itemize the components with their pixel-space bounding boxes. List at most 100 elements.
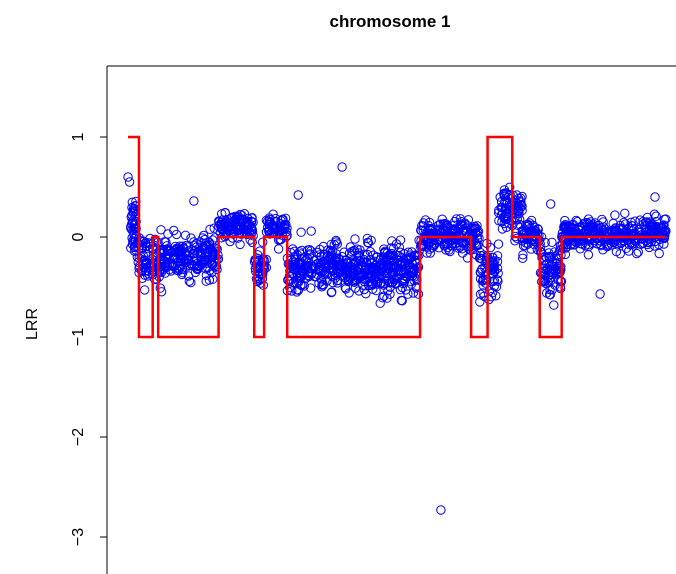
data-point bbox=[636, 233, 646, 244]
data-point bbox=[357, 271, 368, 281]
data-point bbox=[439, 241, 449, 251]
data-point bbox=[171, 243, 182, 254]
data-point bbox=[584, 241, 594, 252]
data-point bbox=[623, 229, 634, 240]
data-point bbox=[491, 291, 501, 301]
data-point bbox=[518, 250, 528, 260]
data-point bbox=[405, 250, 415, 260]
data-point bbox=[549, 247, 560, 257]
data-point bbox=[445, 246, 455, 257]
data-point bbox=[293, 190, 303, 200]
data-point bbox=[425, 248, 435, 258]
data-point bbox=[585, 217, 596, 227]
data-point bbox=[126, 223, 136, 233]
chart-title: chromosome 1 bbox=[330, 12, 451, 31]
data-point bbox=[624, 246, 634, 256]
data-point bbox=[175, 253, 186, 264]
data-point bbox=[123, 172, 133, 182]
data-point bbox=[258, 237, 268, 247]
data-point bbox=[504, 202, 515, 212]
data-point bbox=[386, 243, 396, 253]
data-point bbox=[290, 259, 300, 269]
data-point bbox=[642, 212, 653, 223]
data-point bbox=[368, 264, 378, 274]
data-point bbox=[470, 221, 480, 232]
data-point bbox=[235, 215, 245, 226]
data-point bbox=[289, 246, 300, 257]
y-tick-label: −2 bbox=[70, 428, 87, 446]
data-point bbox=[398, 276, 409, 286]
data-point bbox=[243, 219, 254, 229]
data-point bbox=[561, 222, 572, 233]
data-point bbox=[379, 280, 389, 290]
data-point bbox=[513, 193, 524, 204]
data-point bbox=[476, 251, 486, 261]
data-point bbox=[540, 237, 550, 248]
data-point bbox=[340, 282, 350, 293]
data-point bbox=[387, 277, 397, 288]
data-point bbox=[303, 245, 313, 255]
data-point bbox=[311, 255, 322, 265]
data-point bbox=[136, 252, 146, 262]
data-point bbox=[124, 177, 135, 187]
data-point bbox=[335, 267, 345, 277]
data-point bbox=[295, 249, 306, 259]
data-point bbox=[566, 222, 576, 232]
data-point bbox=[327, 272, 338, 282]
data-point bbox=[387, 236, 397, 246]
data-point bbox=[306, 226, 316, 236]
data-point bbox=[610, 229, 621, 239]
data-point bbox=[547, 237, 557, 248]
data-point bbox=[417, 221, 427, 231]
data-point bbox=[547, 285, 557, 295]
data-point bbox=[595, 289, 605, 299]
data-point bbox=[395, 285, 406, 295]
data-point bbox=[404, 264, 414, 274]
data-point bbox=[617, 223, 627, 234]
data-point bbox=[189, 240, 200, 250]
data-point bbox=[499, 185, 510, 195]
data-point bbox=[207, 267, 217, 278]
data-point bbox=[413, 262, 424, 272]
data-point bbox=[146, 263, 156, 273]
data-point bbox=[186, 258, 196, 269]
data-point bbox=[650, 192, 660, 202]
data-point bbox=[159, 256, 170, 266]
data-point bbox=[627, 221, 638, 231]
data-point bbox=[200, 234, 210, 245]
data-point bbox=[382, 275, 392, 285]
data-point bbox=[395, 247, 406, 258]
data-point bbox=[545, 265, 555, 275]
data-point bbox=[463, 215, 474, 225]
data-point bbox=[212, 264, 222, 275]
data-point bbox=[480, 270, 490, 280]
data-point bbox=[363, 238, 374, 248]
data-point bbox=[387, 271, 397, 281]
data-point bbox=[155, 283, 166, 293]
data-point bbox=[203, 240, 214, 250]
data-point bbox=[583, 250, 594, 260]
data-point bbox=[132, 252, 143, 262]
data-point bbox=[434, 243, 444, 253]
data-point bbox=[355, 268, 365, 278]
data-point bbox=[561, 223, 571, 234]
data-point bbox=[596, 239, 606, 250]
data-point bbox=[377, 293, 388, 303]
data-point bbox=[312, 259, 322, 269]
data-point bbox=[472, 234, 482, 244]
data-point bbox=[332, 278, 343, 288]
data-point bbox=[350, 234, 360, 244]
y-tick-label: −1 bbox=[70, 328, 87, 346]
data-point bbox=[432, 225, 443, 236]
data-point bbox=[457, 248, 468, 258]
data-point bbox=[327, 287, 337, 297]
data-point bbox=[530, 231, 541, 241]
data-point bbox=[365, 266, 376, 276]
data-point bbox=[375, 298, 385, 308]
data-point bbox=[337, 260, 347, 270]
data-point bbox=[364, 276, 375, 286]
data-point bbox=[422, 248, 432, 258]
data-point bbox=[388, 255, 398, 266]
data-point bbox=[651, 216, 662, 227]
data-point bbox=[498, 208, 508, 218]
